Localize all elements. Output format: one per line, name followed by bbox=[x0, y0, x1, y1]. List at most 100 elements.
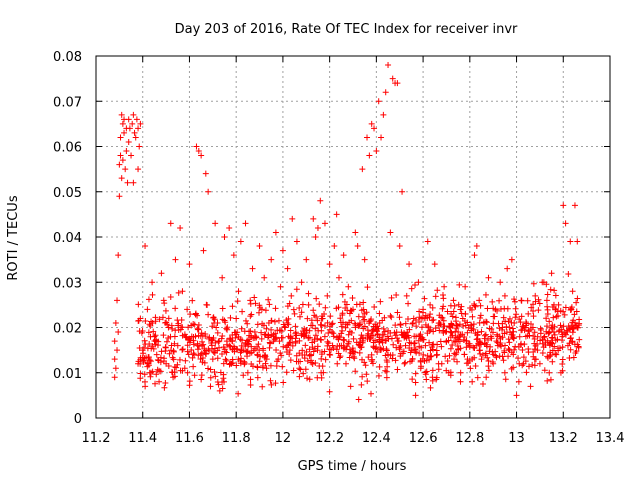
roti-point bbox=[463, 337, 470, 344]
roti-point bbox=[237, 357, 244, 364]
roti-point bbox=[522, 333, 529, 340]
roti-point bbox=[404, 329, 411, 336]
roti-point bbox=[158, 270, 165, 277]
roti-point bbox=[307, 351, 314, 358]
roti-point bbox=[508, 256, 515, 263]
roti-point bbox=[284, 342, 291, 349]
roti-point bbox=[506, 315, 513, 322]
roti-point bbox=[249, 265, 256, 272]
roti-point bbox=[214, 355, 221, 362]
roti-point bbox=[432, 325, 439, 332]
roti-point bbox=[331, 243, 338, 250]
roti-point bbox=[571, 202, 578, 209]
roti-point bbox=[441, 283, 448, 290]
roti-point bbox=[153, 371, 160, 378]
roti-point bbox=[525, 349, 532, 356]
roti-point bbox=[382, 89, 389, 96]
roti-point bbox=[377, 298, 384, 305]
roti-point bbox=[390, 341, 397, 348]
roti-point bbox=[560, 202, 567, 209]
roti-point bbox=[529, 361, 536, 368]
roti-point bbox=[525, 363, 532, 370]
roti-point bbox=[247, 382, 254, 389]
roti-point bbox=[114, 347, 121, 354]
roti-point bbox=[425, 324, 432, 331]
roti-point bbox=[232, 329, 239, 336]
roti-point bbox=[501, 292, 508, 299]
roti-point bbox=[342, 360, 349, 367]
roti-point bbox=[247, 328, 254, 335]
roti-point bbox=[125, 138, 132, 145]
roti-point bbox=[404, 315, 411, 322]
roti-point bbox=[476, 341, 483, 348]
roti-point bbox=[287, 357, 294, 364]
roti-point bbox=[532, 356, 539, 363]
roti-point bbox=[185, 351, 192, 358]
roti-point bbox=[272, 229, 279, 236]
roti-point bbox=[393, 291, 400, 298]
roti-point bbox=[205, 365, 212, 372]
roti-point bbox=[337, 319, 344, 326]
roti-point bbox=[523, 369, 530, 376]
roti-point bbox=[383, 346, 390, 353]
roti-point bbox=[406, 261, 413, 268]
roti-point bbox=[490, 329, 497, 336]
roti-point bbox=[270, 331, 277, 338]
roti-point bbox=[219, 350, 226, 357]
roti-point bbox=[351, 320, 358, 327]
roti-point bbox=[409, 320, 416, 327]
roti-point bbox=[200, 247, 207, 254]
roti-point bbox=[321, 322, 328, 329]
roti-point bbox=[364, 336, 371, 343]
roti-point bbox=[394, 366, 401, 373]
roti-point bbox=[174, 361, 181, 368]
roti-point bbox=[256, 358, 263, 365]
roti-point bbox=[119, 157, 126, 164]
roti-point bbox=[565, 271, 572, 278]
roti-point bbox=[372, 337, 379, 344]
roti-point bbox=[242, 220, 249, 227]
roti-point bbox=[219, 333, 226, 340]
roti-point bbox=[530, 280, 537, 287]
roti-point bbox=[366, 152, 373, 159]
roti-point bbox=[317, 197, 324, 204]
roti-point bbox=[208, 340, 215, 347]
roti-point bbox=[358, 307, 365, 314]
roti-point bbox=[152, 380, 159, 387]
roti-point bbox=[329, 342, 336, 349]
roti-point bbox=[278, 328, 285, 335]
roti-point bbox=[306, 376, 313, 383]
roti-point bbox=[310, 307, 317, 314]
roti-point bbox=[554, 312, 561, 319]
roti-point bbox=[245, 341, 252, 348]
roti-point bbox=[457, 345, 464, 352]
x-tick-label: 12.6 bbox=[409, 431, 438, 446]
roti-point bbox=[552, 292, 559, 299]
roti-point bbox=[368, 358, 375, 365]
roti-point bbox=[174, 342, 181, 349]
roti-point bbox=[275, 356, 282, 363]
roti-point bbox=[327, 313, 334, 320]
roti-point bbox=[474, 335, 481, 342]
roti-point bbox=[543, 281, 550, 288]
roti-point bbox=[504, 265, 511, 272]
roti-point bbox=[417, 358, 424, 365]
x-tick-label: 12.8 bbox=[455, 431, 484, 446]
roti-point bbox=[444, 357, 451, 364]
roti-point bbox=[184, 348, 191, 355]
roti-point bbox=[550, 314, 557, 321]
roti-point bbox=[132, 134, 139, 141]
roti-point bbox=[271, 318, 278, 325]
roti-point bbox=[163, 360, 170, 367]
roti-point bbox=[396, 243, 403, 250]
roti-point bbox=[284, 303, 291, 310]
roti-point bbox=[112, 365, 119, 372]
roti-point bbox=[118, 175, 125, 182]
roti-point bbox=[447, 302, 454, 309]
roti-point bbox=[506, 347, 513, 354]
roti-point bbox=[282, 324, 289, 331]
roti-point bbox=[416, 350, 423, 357]
roti-point bbox=[421, 358, 428, 365]
roti-point bbox=[464, 356, 471, 363]
roti-point bbox=[426, 328, 433, 335]
